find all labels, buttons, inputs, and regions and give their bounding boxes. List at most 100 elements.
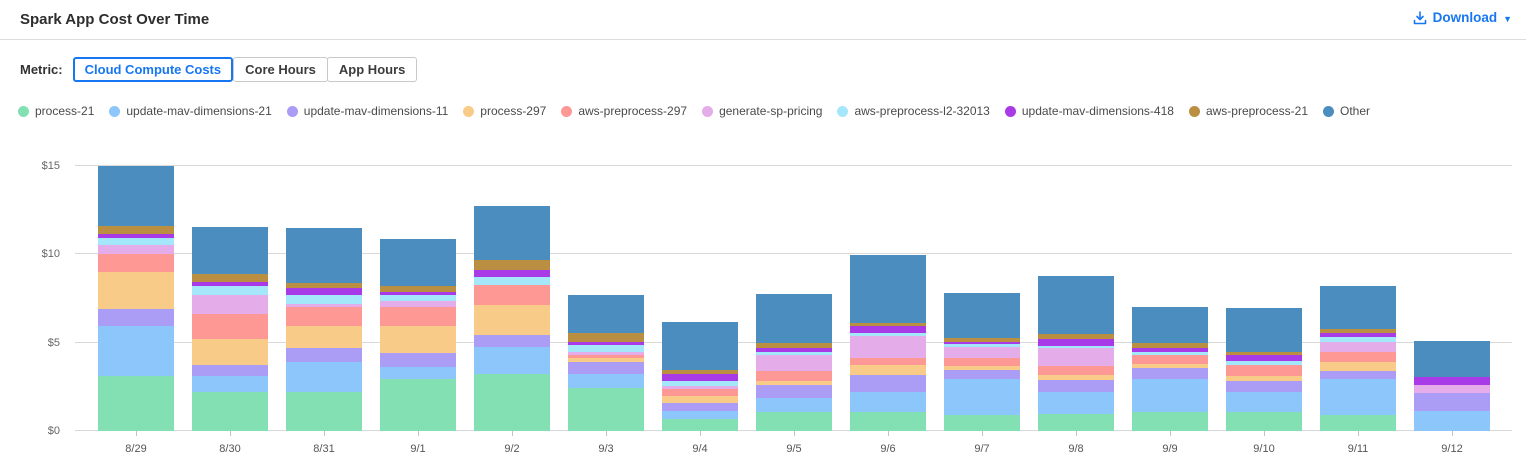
bar-segment-process-297[interactable] — [756, 381, 832, 386]
bar-segment-other[interactable] — [98, 166, 174, 227]
bar-segment-update-mav-dimensions-418[interactable] — [1038, 339, 1114, 346]
bar-segment-aws-preprocess-297[interactable] — [98, 253, 174, 273]
bar-segment-aws-preprocess-l2-32013[interactable] — [286, 295, 362, 305]
bar-segment-aws-preprocess-21[interactable] — [380, 285, 456, 292]
bar-segment-update-mav-dimensions-418[interactable] — [474, 270, 550, 278]
bar-segment-process-297[interactable] — [850, 364, 926, 376]
bar-segment-other[interactable] — [662, 321, 738, 371]
bar-segment-update-mav-dimensions-418[interactable] — [1132, 347, 1208, 352]
bar-segment-other[interactable] — [380, 238, 456, 286]
bar-segment-aws-preprocess-21[interactable] — [1320, 329, 1396, 334]
bar-segment-process-21[interactable] — [850, 411, 926, 431]
bar-segment-update-mav-dimensions-418[interactable] — [568, 341, 644, 345]
legend-item-update-mav-dimensions-11[interactable]: update-mav-dimensions-11 — [286, 104, 448, 118]
bar-group-9/8[interactable] — [1038, 275, 1114, 431]
bar-segment-aws-preprocess-297[interactable] — [1320, 351, 1396, 363]
download-button[interactable]: Download ▼ — [1413, 10, 1512, 25]
bar-segment-aws-preprocess-21[interactable] — [756, 343, 832, 348]
bar-segment-aws-preprocess-21[interactable] — [98, 226, 174, 235]
bar-group-8/31[interactable] — [286, 227, 362, 431]
bar-group-9/2[interactable] — [474, 205, 550, 431]
bar-segment-process-21[interactable] — [380, 379, 456, 431]
bar-segment-update-mav-dimensions-21[interactable] — [944, 379, 1020, 415]
bar-group-9/1[interactable] — [380, 238, 456, 431]
bar-segment-aws-preprocess-l2-32013[interactable] — [756, 351, 832, 356]
legend-item-update-mav-dimensions-21[interactable]: update-mav-dimensions-21 — [109, 104, 272, 118]
bar-segment-generate-sp-pricing[interactable] — [662, 386, 738, 390]
bar-segment-process-297[interactable] — [1226, 375, 1302, 382]
bar-segment-process-297[interactable] — [662, 396, 738, 403]
bar-segment-generate-sp-pricing[interactable] — [192, 295, 268, 315]
bar-segment-generate-sp-pricing[interactable] — [568, 352, 644, 356]
bar-segment-update-mav-dimensions-21[interactable] — [756, 397, 832, 413]
bar-segment-other[interactable] — [756, 294, 832, 344]
bar-segment-update-mav-dimensions-11[interactable] — [1320, 370, 1396, 380]
bar-segment-update-mav-dimensions-418[interactable] — [944, 341, 1020, 344]
bar-segment-other[interactable] — [944, 292, 1020, 338]
bar-segment-aws-preprocess-l2-32013[interactable] — [192, 285, 268, 295]
bar-segment-update-mav-dimensions-11[interactable] — [1414, 393, 1490, 412]
bar-segment-process-21[interactable] — [1320, 414, 1396, 431]
bar-segment-update-mav-dimensions-11[interactable] — [568, 361, 644, 375]
bar-segment-update-mav-dimensions-21[interactable] — [1414, 411, 1490, 431]
bar-segment-aws-preprocess-l2-32013[interactable] — [380, 294, 456, 301]
bar-group-9/9[interactable] — [1132, 306, 1208, 431]
bar-segment-aws-preprocess-297[interactable] — [944, 358, 1020, 366]
bar-segment-aws-preprocess-297[interactable] — [286, 306, 362, 327]
legend-item-other[interactable]: Other — [1323, 104, 1370, 118]
bar-segment-process-297[interactable] — [568, 358, 644, 362]
bar-segment-generate-sp-pricing[interactable] — [1414, 385, 1490, 394]
legend-item-process-21[interactable]: process-21 — [18, 104, 94, 118]
metric-option-app-hours[interactable]: App Hours — [326, 57, 418, 82]
bar-segment-update-mav-dimensions-11[interactable] — [662, 402, 738, 411]
bar-segment-update-mav-dimensions-418[interactable] — [756, 347, 832, 352]
metric-option-core-hours[interactable]: Core Hours — [233, 57, 328, 82]
bar-segment-update-mav-dimensions-11[interactable] — [1226, 381, 1302, 393]
bar-segment-aws-preprocess-l2-32013[interactable] — [1038, 345, 1114, 349]
bar-segment-process-297[interactable] — [286, 326, 362, 349]
bar-segment-update-mav-dimensions-11[interactable] — [474, 335, 550, 347]
bar-segment-process-21[interactable] — [98, 375, 174, 431]
bar-segment-aws-preprocess-21[interactable] — [1038, 334, 1114, 340]
bar-segment-other[interactable] — [1038, 275, 1114, 335]
bar-segment-update-mav-dimensions-418[interactable] — [1414, 376, 1490, 386]
bar-segment-aws-preprocess-l2-32013[interactable] — [98, 238, 174, 245]
bar-segment-aws-preprocess-297[interactable] — [192, 314, 268, 340]
bar-segment-update-mav-dimensions-21[interactable] — [850, 392, 926, 412]
bar-group-9/4[interactable] — [662, 321, 738, 431]
bar-segment-generate-sp-pricing[interactable] — [1320, 341, 1396, 352]
bar-segment-update-mav-dimensions-11[interactable] — [1038, 379, 1114, 393]
bar-segment-process-21[interactable] — [662, 418, 738, 431]
bar-segment-other[interactable] — [474, 205, 550, 261]
bar-segment-process-21[interactable] — [1132, 412, 1208, 431]
bar-segment-aws-preprocess-297[interactable] — [756, 370, 832, 382]
bar-segment-process-297[interactable] — [474, 305, 550, 336]
bar-segment-aws-preprocess-21[interactable] — [1132, 343, 1208, 348]
bar-segment-update-mav-dimensions-21[interactable] — [1132, 379, 1208, 413]
bar-segment-generate-sp-pricing[interactable] — [98, 245, 174, 254]
bar-segment-process-21[interactable] — [286, 391, 362, 431]
bar-group-9/6[interactable] — [850, 255, 926, 431]
bar-segment-update-mav-dimensions-418[interactable] — [662, 373, 738, 382]
bar-segment-other[interactable] — [1132, 306, 1208, 344]
bar-segment-update-mav-dimensions-21[interactable] — [192, 375, 268, 393]
bar-segment-update-mav-dimensions-21[interactable] — [98, 325, 174, 376]
bar-segment-update-mav-dimensions-11[interactable] — [380, 352, 456, 368]
bar-group-8/30[interactable] — [192, 226, 268, 431]
bar-segment-aws-preprocess-297[interactable] — [850, 357, 926, 365]
bar-segment-update-mav-dimensions-21[interactable] — [662, 410, 738, 419]
legend-item-aws-preprocess-l2-32013[interactable]: aws-preprocess-l2-32013 — [837, 104, 990, 118]
bar-segment-generate-sp-pricing[interactable] — [944, 346, 1020, 359]
bar-segment-aws-preprocess-297[interactable] — [1132, 355, 1208, 365]
bar-segment-process-297[interactable] — [192, 339, 268, 366]
bar-segment-aws-preprocess-l2-32013[interactable] — [850, 332, 926, 337]
bar-segment-update-mav-dimensions-21[interactable] — [380, 367, 456, 380]
bar-segment-other[interactable] — [1320, 286, 1396, 330]
bar-segment-aws-preprocess-297[interactable] — [1038, 366, 1114, 376]
bar-segment-other[interactable] — [850, 255, 926, 323]
legend-item-aws-preprocess-297[interactable]: aws-preprocess-297 — [561, 104, 687, 118]
bar-segment-update-mav-dimensions-11[interactable] — [98, 308, 174, 326]
bar-segment-aws-preprocess-21[interactable] — [568, 332, 644, 342]
bar-group-8/29[interactable] — [98, 166, 174, 431]
bar-segment-process-21[interactable] — [756, 412, 832, 431]
